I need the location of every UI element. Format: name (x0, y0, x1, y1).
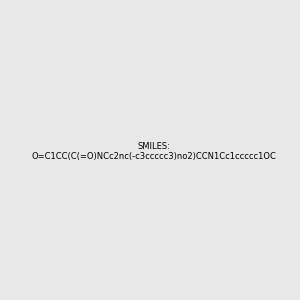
Text: SMILES:
O=C1CC(C(=O)NCc2nc(-c3ccccc3)no2)CCN1Cc1ccccc1OC: SMILES: O=C1CC(C(=O)NCc2nc(-c3ccccc3)no2… (31, 142, 276, 161)
